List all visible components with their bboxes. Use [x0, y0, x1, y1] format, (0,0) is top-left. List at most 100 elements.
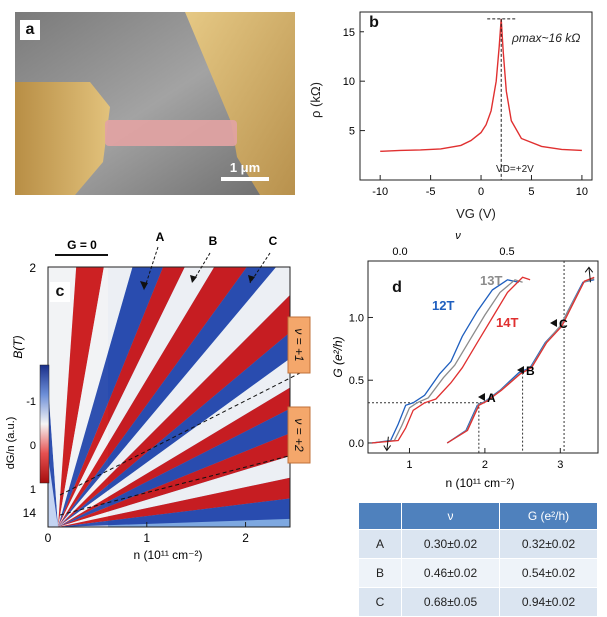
panel-d: 1 2 3 0.0 0.5 1.0 ν 0.0 0.5 12T 13T 14T A B C…	[330, 225, 607, 495]
x-tick-label: 5	[528, 186, 534, 198]
colorbar-tick-pos: 1	[30, 484, 36, 496]
graphene-ribbon	[105, 120, 237, 146]
marker-b-d-arrow	[517, 366, 524, 374]
nu-2-label: ν = +2	[292, 418, 306, 452]
scale-bar-label: 1 μm	[230, 160, 260, 175]
top-tick-1: 0.5	[499, 246, 514, 258]
x-tick-label: -5	[426, 186, 436, 198]
panel-c-xlabel: n (10¹¹ cm⁻²)	[134, 548, 203, 562]
right-contact	[185, 12, 295, 195]
panel-a: 1 μm a	[15, 12, 295, 195]
marker-b-line	[191, 252, 211, 284]
panel-b: -10 -5 0 5 10 5 10 15 ρmax~16 kΩ VD=+2V VG (V) …	[300, 0, 600, 225]
marker-a-d-arrow	[478, 393, 485, 401]
panel-a-label: a	[20, 20, 40, 40]
marker-c-d: C	[559, 317, 568, 331]
legend-14t: 14T	[496, 315, 518, 330]
landau-fan-heatmap: G = 0 A B C ν = +1 ν = +2 -1 0 1 dG/n (a…	[5, 230, 311, 562]
marker-a: A	[156, 230, 165, 244]
results-table: ν G (e²/h) A 0.30±0.02 0.32±0.02 B 0.46±…	[358, 502, 598, 617]
marker-c: C	[269, 234, 278, 248]
panel-b-ylabel: ρ (kΩ)	[308, 82, 323, 118]
x-tick-label: -10	[372, 186, 388, 198]
y-tick-label: 15	[343, 27, 355, 39]
fan-wedge	[58, 358, 290, 527]
table-cell: 0.30±0.02	[401, 529, 500, 559]
x-tick-label: 2	[482, 459, 488, 471]
series-line-14t	[371, 276, 531, 444]
colorbar-tick-zero: 0	[30, 440, 36, 452]
panel-c-ytick-top: 2	[29, 261, 36, 275]
nu-2-line	[59, 452, 301, 516]
fan-wedge	[58, 456, 290, 527]
marker-b-d: B	[526, 364, 535, 378]
fan-wedge	[58, 477, 290, 527]
table-cell: A	[358, 529, 402, 559]
table-cell: B	[358, 558, 402, 588]
table-header-row: ν G (e²/h)	[358, 502, 598, 530]
sem-image: 1 μm	[15, 12, 295, 195]
marker-b: B	[209, 234, 218, 248]
x-tick-label: 10	[576, 186, 588, 198]
marker-a-d: A	[487, 391, 496, 405]
legend-13t: 13T	[480, 273, 502, 288]
y-tick-label: 0.5	[349, 375, 364, 387]
table-row: B 0.46±0.02 0.54±0.02	[358, 558, 598, 588]
fan-wedge	[58, 267, 133, 527]
legend-12t: 12T	[432, 298, 454, 313]
series-line-13t	[371, 279, 523, 444]
x-tick-label: 1	[143, 531, 150, 545]
panel-b-label: b	[364, 13, 384, 33]
fan-wedge	[58, 267, 290, 527]
colorbar	[39, 364, 50, 484]
y-tick-label: 5	[349, 126, 355, 138]
marker-a-arrow	[140, 281, 148, 290]
marker-b-arrow	[190, 275, 197, 283]
panel-d-xlabel: n (10¹¹ cm⁻²)	[446, 476, 515, 490]
table-row: C 0.68±0.05 0.94±0.02	[358, 587, 598, 617]
table-cell: 0.32±0.02	[499, 529, 598, 559]
table-cell: C	[358, 587, 402, 617]
table-row: A 0.30±0.02 0.32±0.02	[358, 529, 598, 559]
fan-wedge	[48, 267, 77, 527]
nu-1-label-box: ν = +1	[287, 316, 311, 374]
y-tick-label: 0.0	[349, 438, 364, 450]
table-cell: 0.46±0.02	[401, 558, 500, 588]
table-cell: 0.68±0.05	[401, 587, 500, 617]
conductance-chart: 1 2 3 0.0 0.5 1.0 ν 0.0 0.5 12T 13T 14T A B C…	[331, 230, 599, 490]
x-tick-label: 2	[242, 531, 249, 545]
plot-frame	[359, 11, 593, 181]
table-header-cell: ν	[401, 502, 500, 530]
series-line-12t	[371, 279, 519, 444]
panel-d-ylabel: G (e²/h)	[331, 336, 345, 377]
top-axis-label: ν	[455, 230, 461, 242]
left-contact	[15, 82, 110, 195]
table-header-cell	[358, 502, 402, 530]
up-arrow-icon	[584, 266, 594, 283]
scale-bar	[221, 177, 269, 181]
panel-c: G = 0 A B C ν = +1 ν = +2 -1 0 1 dG/n (a…	[0, 225, 320, 595]
y-tick-label: 1.0	[349, 312, 364, 324]
series-line-14t	[446, 276, 595, 444]
y-tick-label: 10	[343, 76, 355, 88]
table-cell: 0.54±0.02	[499, 558, 598, 588]
fan-wedge	[58, 267, 104, 527]
rho-curve	[380, 18, 582, 152]
x-tick-label: 1	[406, 459, 412, 471]
panel-d-label: d	[387, 278, 407, 298]
panel-b-xlabel: VG (V)	[456, 206, 496, 221]
fan-wedge	[58, 295, 290, 527]
table-header-cell: G (e²/h)	[499, 502, 598, 530]
panel-c-ytick-bottom: 14	[23, 506, 37, 520]
colorbar-label: dG/n (a.u.)	[5, 417, 17, 470]
rho-max-annotation: ρmax~16 kΩ	[511, 31, 580, 45]
fan-wedge	[58, 332, 290, 527]
x-tick-label: 3	[557, 459, 563, 471]
nu-1-line	[59, 372, 301, 496]
fan-wedge	[58, 433, 290, 527]
panel-c-label: c	[50, 282, 70, 302]
down-arrow-icon	[383, 436, 392, 452]
nu-1-label: ν = +1	[292, 328, 306, 361]
x-tick-label: 0	[45, 531, 52, 545]
